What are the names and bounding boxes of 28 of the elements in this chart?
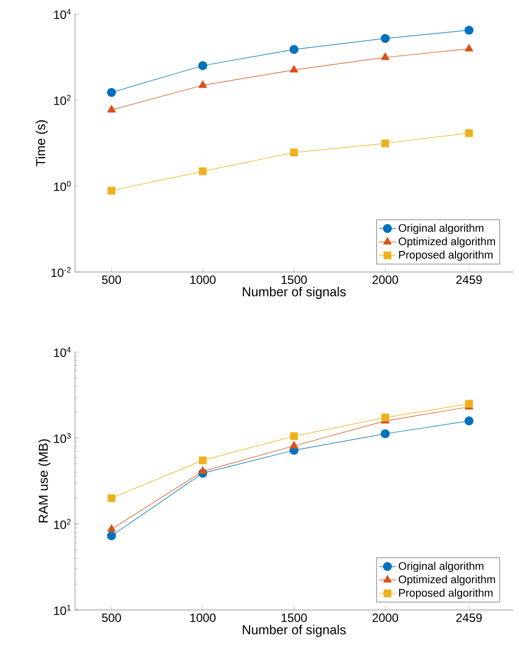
y-axis-title: RAM use (MB) (38, 439, 50, 522)
x-tick-label: 500 (102, 276, 122, 284)
legend-label: Optimized algorithm (398, 237, 495, 248)
x-tick-label: 500 (102, 614, 122, 622)
x-tick-label: 1000 (190, 276, 216, 284)
y-tick-label: 10$^{-2}$ (52, 266, 71, 277)
y-tick-label: 10$^{4}$ (54, 9, 71, 19)
x-axis-title: Number of signals (242, 624, 346, 637)
x-tick-label: 2000 (372, 614, 398, 622)
x-tick-label: 1500 (282, 276, 307, 284)
x-axis-title: Number of signals (242, 286, 346, 299)
x-tick-label: 2459 (456, 614, 482, 622)
x-tick-label: 1500 (282, 614, 307, 622)
y-tick-label: 10$^{3}$ (54, 432, 71, 443)
x-tick-label: 2000 (372, 276, 398, 284)
y-tick-label: 10$^{2}$ (54, 94, 71, 105)
y-tick-label: 10$^{1}$ (54, 605, 71, 615)
y-tick-label: 10$^{4}$ (54, 347, 71, 357)
x-tick-label: 1000 (190, 614, 216, 622)
legend-label: Optimized algorithm (398, 575, 495, 586)
legend-label: Proposed algorithm (399, 250, 493, 261)
x-tick-label: 2459 (456, 276, 482, 284)
y-axis-title: Time (s) (36, 120, 48, 166)
y-tick-label: 10$^{0}$ (54, 180, 71, 191)
legend-label: Original algorithm (398, 224, 484, 234)
y-tick-label: 10$^{2}$ (54, 518, 71, 529)
legend-label: Original algorithm (398, 562, 484, 572)
legend-label: Proposed algorithm (399, 588, 493, 599)
